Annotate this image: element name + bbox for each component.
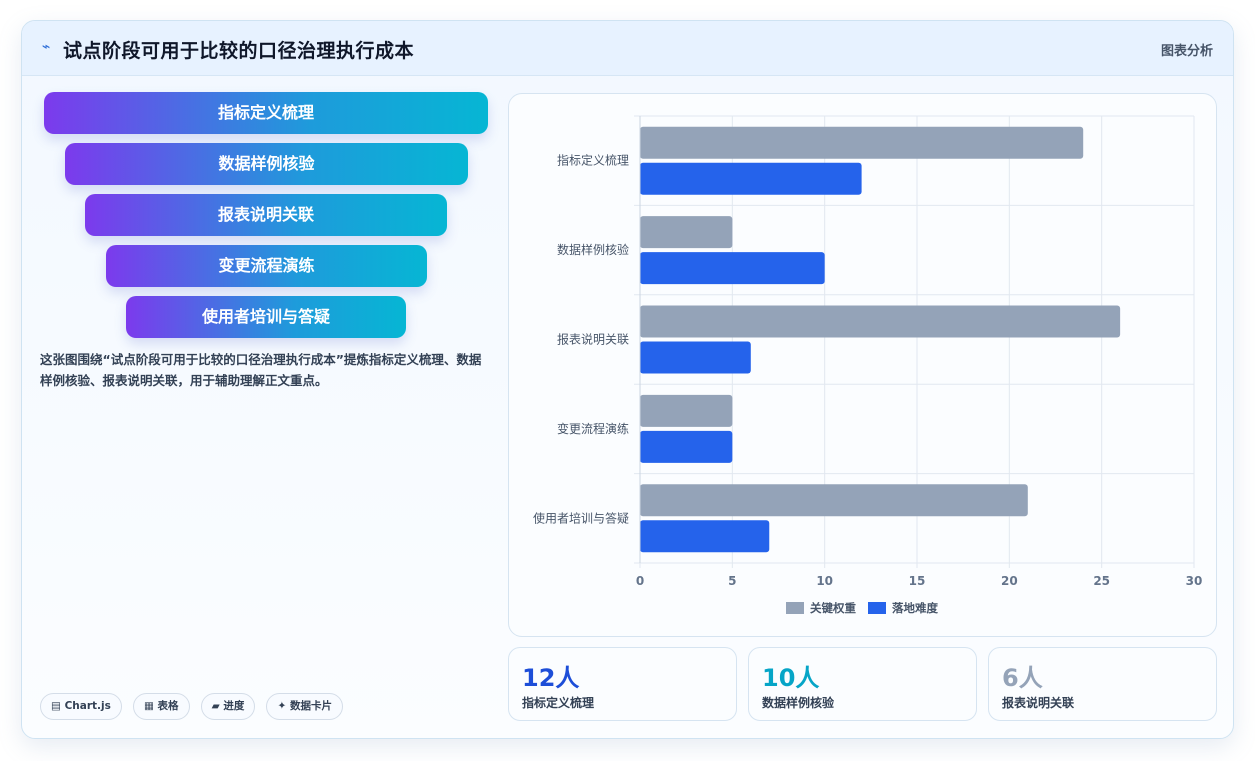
x-tick-label: 25 <box>1093 574 1110 588</box>
bar-chart: 0 5 10 15 20 25 30 指标定义梳理数据样例核验报表说明关联变更流程演练使用者培… <box>533 115 1203 615</box>
stat-card-1: 12人 指标定义梳理 <box>508 647 737 721</box>
x-tick-label: 30 <box>1186 574 1203 588</box>
y-tick-label: 变更流程演练 <box>557 421 629 436</box>
card-header: ⌁ 试点阶段可用于比较的口径治理执行成本 图表分析 <box>22 21 1233 76</box>
view-tags: ▤ Chart.js ▦ 表格 ▰ 进度 ✦ 数据卡片 <box>40 693 349 720</box>
bar-difficulty <box>640 430 733 463</box>
bar-key-weight <box>640 394 733 427</box>
x-tick-label: 0 <box>636 574 644 588</box>
bar-difficulty <box>640 520 770 553</box>
stat-value: 10人 <box>762 664 820 692</box>
stat-value: 6人 <box>1002 664 1043 692</box>
stat-card-2: 10人 数据样例核验 <box>748 647 977 721</box>
legend-label: 落地难度 <box>892 601 938 615</box>
chart-analysis-link[interactable]: 图表分析 <box>1160 44 1213 59</box>
y-tick-label: 报表说明关联 <box>557 332 629 347</box>
chart-card: ⌁ 试点阶段可用于比较的口径治理执行成本 图表分析 指标定义梳理 数据样例核验 … <box>21 20 1234 739</box>
tag-progress[interactable]: ▰ 进度 <box>200 693 256 720</box>
tag-table[interactable]: ▦ 表格 <box>132 693 190 720</box>
stat-label: 报表说明关联 <box>1002 696 1075 710</box>
y-tick-label: 指标定义梳理 <box>557 153 629 168</box>
y-tick-label: 数据样例核验 <box>557 242 629 257</box>
stat-label: 指标定义梳理 <box>522 696 595 710</box>
funnel-step-2[interactable]: 数据样例核验 <box>65 143 468 185</box>
tag-data-card[interactable]: ✦ 数据卡片 <box>266 693 343 720</box>
bar-difficulty <box>640 341 751 374</box>
funnel-step-5[interactable]: 使用者培训与答疑 <box>126 296 406 338</box>
y-tick-label: 使用者培训与答疑 <box>533 510 629 525</box>
bar-key-weight <box>640 305 1121 338</box>
bar-key-weight <box>640 216 733 249</box>
funnel-step-1[interactable]: 指标定义梳理 <box>44 92 488 134</box>
bar-difficulty <box>640 252 825 285</box>
funnel-step-3[interactable]: 报表说明关联 <box>85 194 447 236</box>
bar-key-weight <box>640 484 1028 517</box>
stat-card-3: 6人 报表说明关联 <box>988 647 1217 721</box>
legend-swatch <box>786 602 804 614</box>
bar-key-weight <box>640 126 1084 159</box>
legend-swatch <box>868 602 886 614</box>
x-tick-label: 5 <box>728 574 736 588</box>
page-title: 试点阶段可用于比较的口径治理执行成本 <box>63 40 415 62</box>
x-tick-label: 10 <box>816 574 833 588</box>
trend-icon: ⌁ <box>42 39 51 55</box>
x-tick-label: 15 <box>909 574 926 588</box>
chart-panel: 0 5 10 15 20 25 30 指标定义梳理 数据样例核验 报表说明关联 变更流程演练使用者培… <box>508 93 1217 637</box>
bar-difficulty <box>640 162 862 195</box>
stat-value: 12人 <box>522 664 580 692</box>
legend-label: 关键权重 <box>810 601 856 615</box>
tag-chartjs[interactable]: ▤ Chart.js <box>40 693 122 720</box>
x-tick-label: 20 <box>1001 574 1018 588</box>
funnel-step-4[interactable]: 变更流程演练 <box>106 245 427 287</box>
stat-label: 数据样例核验 <box>762 696 835 710</box>
description-text: 这张图围绕“试点阶段可用于比较的口径治理执行成本”提炼指标定义梳理、数据样例核验… <box>40 352 482 388</box>
